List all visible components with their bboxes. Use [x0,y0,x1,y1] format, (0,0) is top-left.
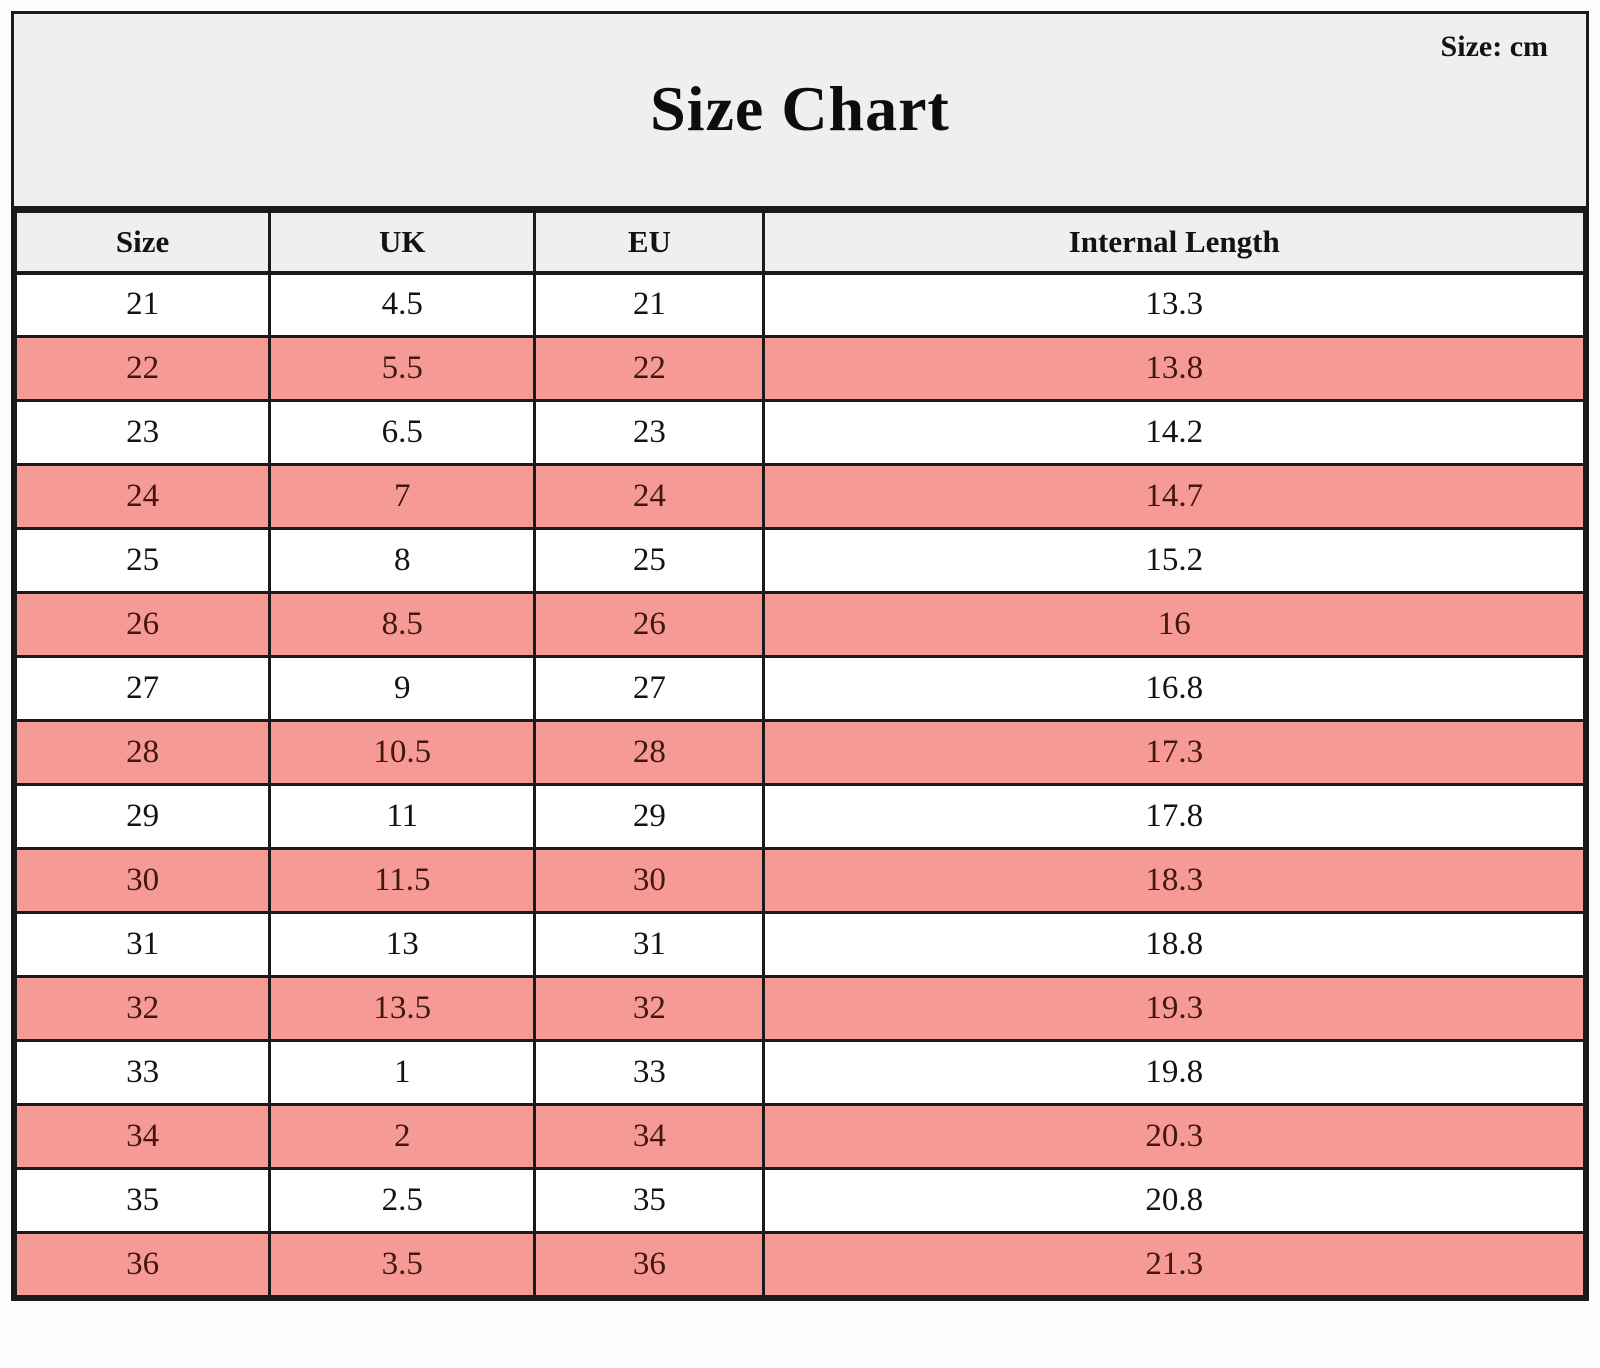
table-row: 35 2.5 35 20.8 [13,1167,1586,1234]
table-row: 21 4.5 21 13.3 [13,271,1586,338]
cell: 4.5 [268,271,537,338]
title-band: Size: cm Size Chart [14,14,1586,210]
column-header-eu: EU [533,210,766,275]
cell: 32 [13,975,272,1042]
cell: 25 [533,527,766,594]
cell: 29 [533,783,766,850]
cell: 26 [533,591,766,658]
cell: 31 [13,911,272,978]
cell: 18.8 [762,911,1586,978]
table-row: 26 8.5 26 16 [13,591,1586,658]
cell: 34 [13,1103,272,1170]
column-header-size: Size [13,210,272,275]
unit-note: Size: cm [1440,30,1548,63]
cell: 36 [13,1231,272,1298]
cell: 18.3 [762,847,1586,914]
table-row: 31 13 31 18.8 [13,911,1586,978]
cell: 30 [13,847,272,914]
cell: 8 [268,527,537,594]
cell: 33 [13,1039,272,1106]
cell: 17.8 [762,783,1586,850]
cell: 26 [13,591,272,658]
cell: 15.2 [762,527,1586,594]
cell: 7 [268,463,537,530]
cell: 28 [13,719,272,786]
table-row: 29 11 29 17.8 [13,783,1586,850]
cell: 22 [13,335,272,402]
table-row: 27 9 27 16.8 [13,655,1586,722]
cell: 21.3 [762,1231,1586,1298]
size-chart-table: Size UK EU Internal Length 21 4.5 21 13.3 22 5.5… [13,210,1586,1298]
table-row: 32 13.5 32 19.3 [13,975,1586,1042]
cell: 16 [762,591,1586,658]
cell: 21 [13,271,272,338]
cell: 1 [268,1039,537,1106]
column-header-internal-length: Internal Length [762,210,1586,275]
header-row: Size UK EU Internal Length [13,210,1586,275]
cell: 5.5 [268,335,537,402]
cell: 36 [533,1231,766,1298]
cell: 11.5 [268,847,537,914]
cell: 35 [533,1167,766,1234]
table-row: 28 10.5 28 17.3 [13,719,1586,786]
cell: 2 [268,1103,537,1170]
cell: 13.5 [268,975,537,1042]
cell: 2.5 [268,1167,537,1234]
cell: 31 [533,911,766,978]
table-row: 30 11.5 30 18.3 [13,847,1586,914]
size-chart-frame: Size: cm Size Chart Size UK EU Internal Len… [11,11,1589,1301]
cell: 13.8 [762,335,1586,402]
cell: 35 [13,1167,272,1234]
table-row: 25 8 25 15.2 [13,527,1586,594]
cell: 19.3 [762,975,1586,1042]
cell: 20.3 [762,1103,1586,1170]
cell: 13.3 [762,271,1586,338]
cell: 22 [533,335,766,402]
cell: 30 [533,847,766,914]
table-row: 33 1 33 19.8 [13,1039,1586,1106]
page-title: Size Chart [650,73,950,144]
cell: 9 [268,655,537,722]
cell: 10.5 [268,719,537,786]
column-header-uk: UK [268,210,537,275]
cell: 8.5 [268,591,537,658]
cell: 27 [13,655,272,722]
table-row: 36 3.5 36 21.3 [13,1231,1586,1298]
cell: 23 [533,399,766,466]
cell: 3.5 [268,1231,537,1298]
cell: 17.3 [762,719,1586,786]
cell: 24 [13,463,272,530]
table-body: 21 4.5 21 13.3 22 5.5 22 13.8 23 6.5 23 14.2 24 7 24 14… [13,271,1586,1298]
cell: 34 [533,1103,766,1170]
cell: 32 [533,975,766,1042]
table-row: 22 5.5 22 13.8 [13,335,1586,402]
cell: 29 [13,783,272,850]
cell: 23 [13,399,272,466]
cell: 14.2 [762,399,1586,466]
cell: 27 [533,655,766,722]
cell: 16.8 [762,655,1586,722]
cell: 11 [268,783,537,850]
table-row: 23 6.5 23 14.2 [13,399,1586,466]
cell: 21 [533,271,766,338]
cell: 14.7 [762,463,1586,530]
cell: 19.8 [762,1039,1586,1106]
cell: 25 [13,527,272,594]
cell: 13 [268,911,537,978]
table-row: 24 7 24 14.7 [13,463,1586,530]
cell: 24 [533,463,766,530]
cell: 28 [533,719,766,786]
table-row: 34 2 34 20.3 [13,1103,1586,1170]
cell: 20.8 [762,1167,1586,1234]
cell: 6.5 [268,399,537,466]
cell: 33 [533,1039,766,1106]
